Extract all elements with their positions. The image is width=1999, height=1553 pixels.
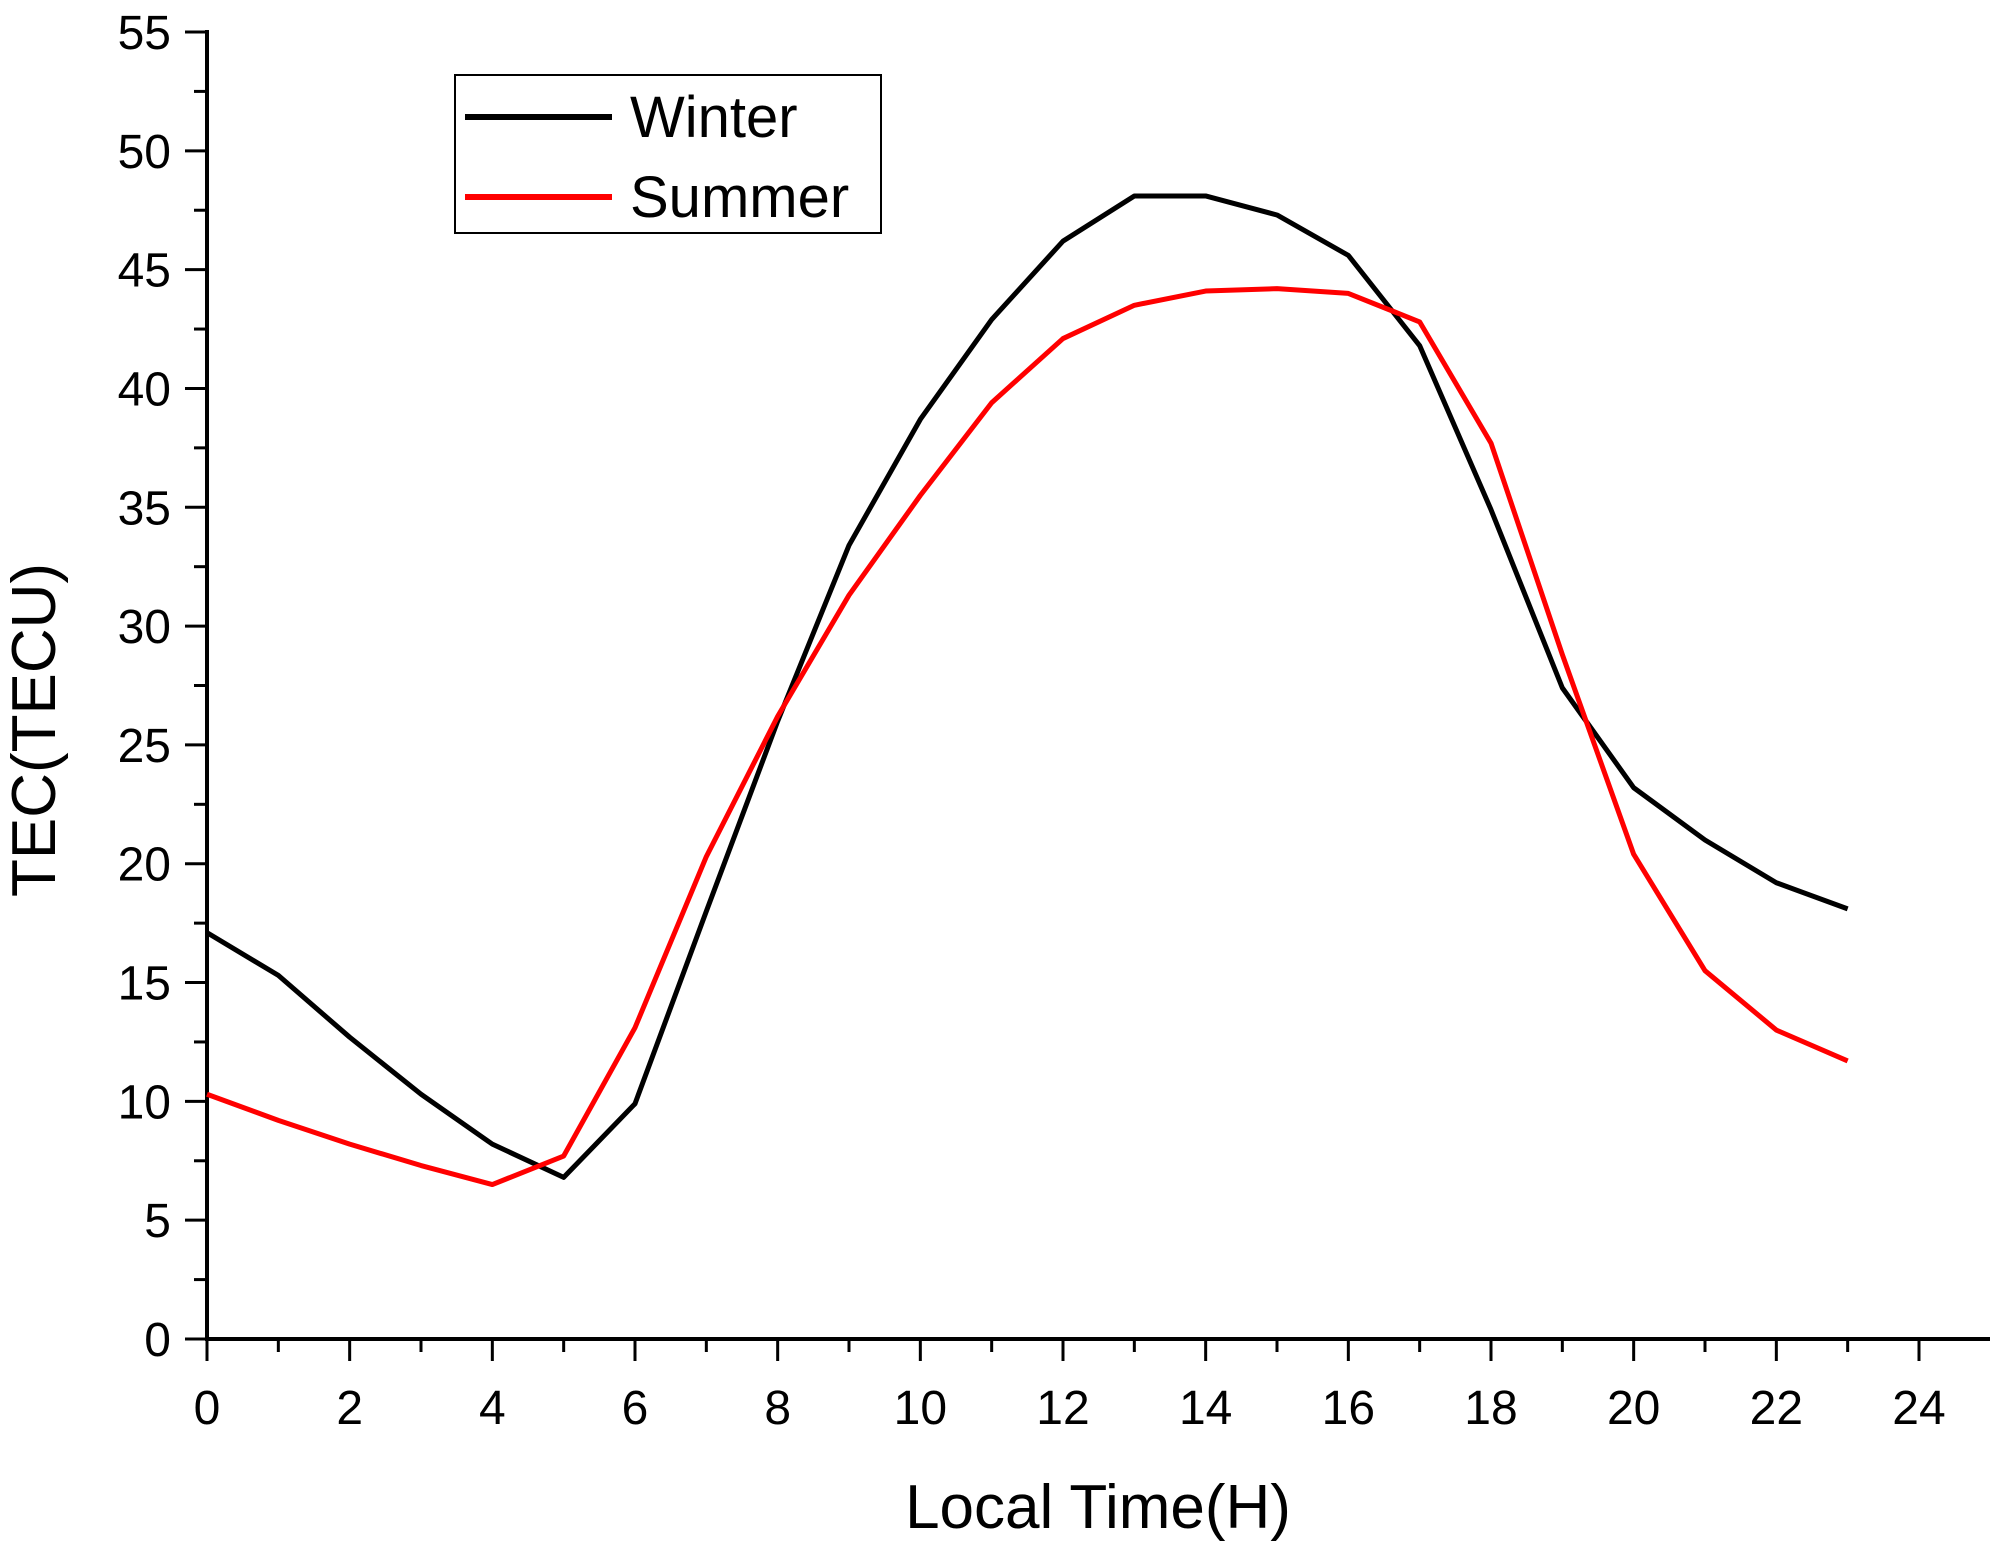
x-tick-label: 6 [622, 1382, 649, 1435]
legend: Winter Summer [454, 74, 882, 234]
y-tick-label: 40 [118, 363, 171, 416]
legend-box [454, 74, 882, 234]
y-tick-label: 20 [118, 839, 171, 892]
y-tick-label: 45 [118, 245, 171, 298]
y-tick-label: 5 [144, 1195, 171, 1248]
y-tick-label: 30 [118, 601, 171, 654]
y-tick-label: 0 [144, 1314, 171, 1367]
x-tick-label: 14 [1179, 1382, 1232, 1435]
x-tick-label: 10 [894, 1382, 947, 1435]
y-tick-label: 55 [118, 7, 171, 60]
y-tick-label: 10 [118, 1076, 171, 1129]
legend-label-summer: Summer [630, 165, 849, 230]
y-axis-title: TEC(TECU) [0, 563, 69, 897]
x-tick-label: 16 [1322, 1382, 1375, 1435]
x-tick-label: 12 [1036, 1382, 1089, 1435]
series-line-summer [206, 286, 1849, 1188]
y-tick-label: 25 [118, 720, 171, 773]
x-tick-label: 20 [1607, 1382, 1660, 1435]
x-tick-label: 22 [1750, 1382, 1803, 1435]
x-tick-label: 2 [336, 1382, 363, 1435]
y-tick-label: 50 [118, 126, 171, 179]
x-tick-label: 24 [1892, 1382, 1945, 1435]
x-tick-label: 8 [764, 1382, 791, 1435]
series-lines [205, 193, 1849, 1188]
x-tick-label: 18 [1464, 1382, 1517, 1435]
legend-label-winter: Winter [630, 85, 798, 150]
x-tick-label: 4 [479, 1382, 506, 1435]
axes: 0 2 4 6 8 10 12 14 16 18 20 22 240510152025303540455… [118, 7, 1990, 1435]
series-line-winter [205, 193, 1849, 1180]
y-tick-label: 15 [118, 958, 171, 1011]
x-axis-title: Local Time(H) [905, 1473, 1291, 1542]
x-tick-label: 0 [194, 1382, 221, 1435]
y-tick-label: 35 [118, 482, 171, 535]
